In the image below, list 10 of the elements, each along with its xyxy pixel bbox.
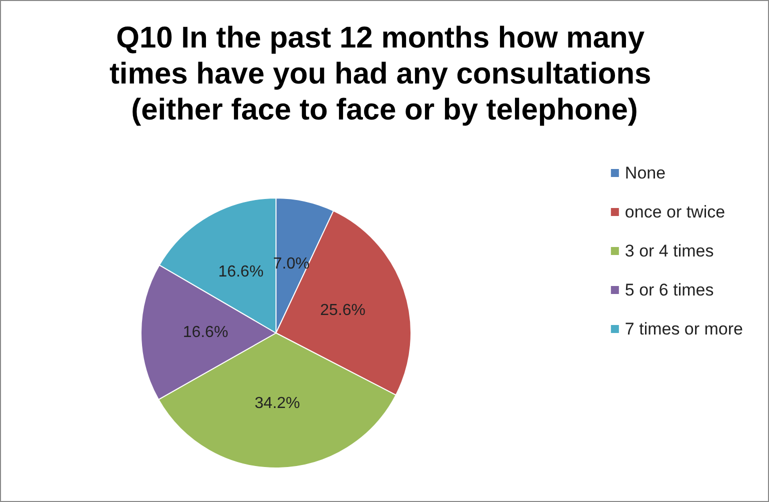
legend-label: once or twice <box>624 202 726 222</box>
data-label: 16.6% <box>182 324 228 342</box>
data-label: 34.2% <box>254 394 300 412</box>
legend-label: 3 or 4 times <box>624 242 714 260</box>
legend-label: 7 times or more <box>624 320 744 338</box>
legend-label: 5 or 6 times <box>624 280 714 300</box>
chart-title: Q10 In the past 12 months how many times have you had any consultations (either face to face or by telephone) <box>109 22 660 126</box>
legend-label: None <box>624 164 666 182</box>
data-label: 16.6% <box>218 263 264 280</box>
data-label: 25.6% <box>320 302 366 319</box>
